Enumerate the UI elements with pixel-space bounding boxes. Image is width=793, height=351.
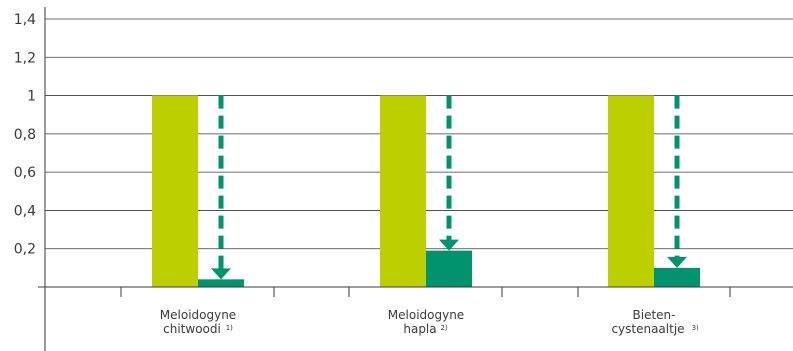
y-tick-label: 0,2 bbox=[14, 242, 36, 258]
bar-after bbox=[654, 267, 700, 287]
x-category-label: Meloidogyne bbox=[388, 308, 464, 322]
y-axis: 0,2 0,4 0,6 0,8 1 1,2 1,4 bbox=[14, 7, 46, 351]
y-tick-label: 1,2 bbox=[14, 50, 36, 66]
bar-after bbox=[198, 279, 244, 287]
arrow-head bbox=[439, 239, 459, 251]
bar-before bbox=[380, 95, 426, 287]
footnote-marker: 1) bbox=[226, 324, 233, 332]
y-tick-label: 0,6 bbox=[14, 165, 36, 181]
bars bbox=[152, 95, 700, 287]
y-tick-label: 0,8 bbox=[14, 127, 36, 143]
x-category-label: Meloidogyne bbox=[160, 308, 236, 322]
footnote-marker: 3) bbox=[692, 324, 699, 332]
bar-after bbox=[426, 250, 472, 287]
y-tick-label: 1,4 bbox=[14, 12, 36, 28]
arrow-head bbox=[211, 268, 231, 280]
arrow-head bbox=[667, 256, 687, 268]
x-category-label: Bieten- bbox=[633, 308, 676, 322]
y-tick-label: 1 bbox=[27, 89, 36, 105]
bar-before bbox=[608, 95, 654, 287]
footnote-marker: 2) bbox=[441, 324, 448, 332]
reduction-arrows bbox=[211, 95, 687, 280]
y-tick-label: 0,4 bbox=[14, 203, 36, 219]
bar-before bbox=[152, 95, 198, 287]
x-category-label: hapla bbox=[403, 322, 436, 336]
x-category-label: cystenaaltje bbox=[611, 322, 684, 336]
x-category-label: chitwoodi bbox=[163, 322, 221, 336]
